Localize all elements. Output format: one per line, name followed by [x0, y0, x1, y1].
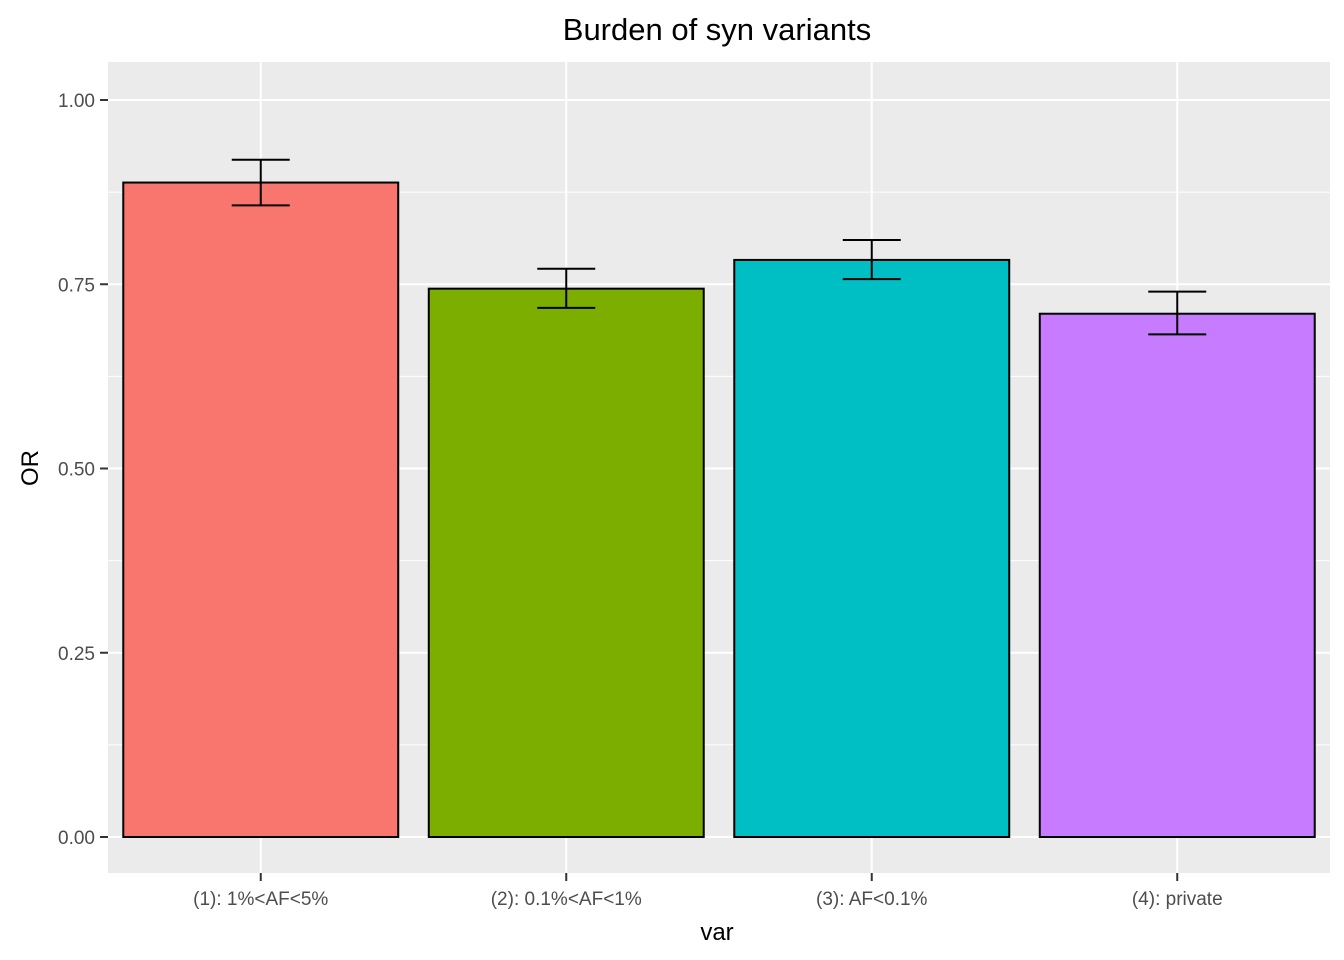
y-axis-title: OR: [17, 450, 44, 486]
bar-4: [1038, 312, 1316, 839]
x-tick-label: (1): 1%<AF<5%: [193, 889, 328, 910]
bar-2: [427, 287, 705, 838]
x-tick-label: (4): private: [1132, 889, 1223, 910]
y-tick-label: 0.25: [58, 644, 95, 665]
y-tick-label: 0.50: [58, 460, 95, 481]
chart-title: Burden of syn variants: [563, 12, 871, 47]
bar-3: [733, 258, 1011, 838]
x-tick-label: (3): AF<0.1%: [816, 889, 928, 910]
y-tick-label: 0.00: [58, 828, 95, 849]
x-tick-label: (2): 0.1%<AF<1%: [491, 889, 642, 910]
y-tick-label: 0.75: [58, 275, 95, 296]
plot-panel: 0.00 0.25 0.50 0.75 1.00 (1): 1%<AF<5% (2): 0.…: [58, 62, 1330, 910]
y-tick-label: 1.00: [58, 91, 95, 112]
bar-1: [122, 181, 400, 838]
x-axis-title: var: [700, 919, 733, 946]
